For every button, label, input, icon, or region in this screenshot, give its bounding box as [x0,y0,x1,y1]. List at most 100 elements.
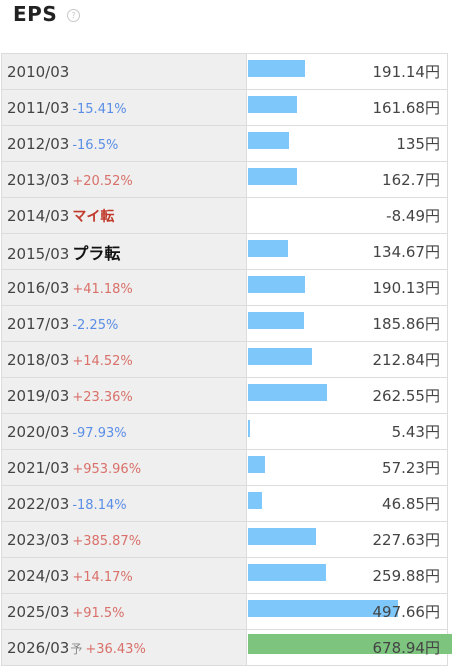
value-cell: 262.55円 [246,377,448,414]
eps-row: 2022/03 -18.14% 46.85円 [1,485,448,522]
eps-value: 227.63円 [372,529,440,550]
eps-number: 212.84 [372,351,425,369]
year-cell: 2019/03 +23.36% [1,377,247,414]
value-cell: 46.85円 [246,485,448,522]
year-cell: 2023/03 +385.87% [1,521,247,558]
year-cell: 2026/03予 +36.43% [1,629,247,666]
currency-unit: 円 [424,423,440,441]
eps-value: 134.67円 [372,241,440,262]
year-cell: 2020/03 -97.93% [1,413,247,450]
eps-row: 2010/03 191.14円 [1,53,448,90]
eps-value: 259.88円 [372,565,440,586]
yoy-change: +14.17% [72,569,133,585]
eps-value: 5.43円 [392,421,440,442]
currency-unit: 円 [424,459,440,477]
value-cell: 185.86円 [246,305,448,342]
eps-row: 2017/03 -2.25% 185.86円 [1,305,448,342]
eps-bar [248,168,297,185]
eps-row: 2021/03 +953.96% 57.23円 [1,449,448,486]
eps-row: 2020/03 -97.93% 5.43円 [1,413,448,450]
eps-row: 2013/03 +20.52% 162.7円 [1,161,448,198]
eps-bar [248,492,262,509]
eps-value: 162.7円 [382,169,440,190]
fiscal-year: 2024/03 [7,566,70,585]
eps-value: 46.85円 [382,493,440,514]
eps-value: 190.13円 [372,277,440,298]
eps-header: EPS ? [0,0,452,52]
eps-row: 2014/03 マイ転 -8.49円 [1,197,448,234]
eps-row: 2016/03 +41.18% 190.13円 [1,269,448,306]
fiscal-year: 2016/03 [7,278,70,297]
forecast-mark: 予 [70,641,83,656]
year-cell: 2014/03 マイ転 [1,197,247,234]
eps-value: 262.55円 [372,385,440,406]
currency-unit: 円 [424,495,440,513]
fiscal-year: 2019/03 [7,386,70,405]
eps-bar [248,384,327,401]
eps-bar [248,528,316,545]
question-circle-icon[interactable]: ? [67,9,80,22]
eps-bar [248,600,398,617]
value-cell: 162.7円 [246,161,448,198]
fiscal-year: 2014/03 [7,206,70,225]
year-cell: 2015/03 プラ転 [1,233,247,270]
year-cell: 2022/03 -18.14% [1,485,247,522]
year-cell: 2021/03 +953.96% [1,449,247,486]
value-cell: 497.66円 [246,593,448,630]
value-cell: 57.23円 [246,449,448,486]
eps-number: 227.63 [372,531,425,549]
eps-value: 497.66円 [372,601,440,622]
yoy-change: +385.87% [72,533,142,549]
value-cell: 191.14円 [246,53,448,90]
currency-unit: 円 [424,63,440,81]
year-cell: 2012/03 -16.5% [1,125,247,162]
eps-number: 191.14 [372,63,425,81]
eps-bar [248,276,305,293]
eps-number: 497.66 [372,603,425,621]
eps-row: 2025/03 +91.5% 497.66円 [1,593,448,630]
yoy-change: +23.36% [72,389,133,405]
eps-row: 2023/03 +385.87% 227.63円 [1,521,448,558]
eps-number: 190.13 [372,279,425,297]
currency-unit: 円 [424,603,440,621]
eps-row: 2015/03 プラ転 134.67円 [1,233,448,270]
eps-value: 57.23円 [382,457,440,478]
year-cell: 2011/03 -15.41% [1,89,247,126]
yoy-change: +20.52% [72,173,133,189]
fiscal-year: 2026/03 [7,638,70,657]
currency-unit: 円 [424,351,440,369]
eps-number: 161.68 [372,99,425,117]
yoy-change: -18.14% [72,497,127,513]
currency-unit: 円 [424,279,440,297]
eps-bar [248,312,304,329]
year-cell: 2013/03 +20.52% [1,161,247,198]
year-cell: 2024/03 +14.17% [1,557,247,594]
fiscal-year: 2023/03 [7,530,70,549]
fiscal-year: 2013/03 [7,170,70,189]
eps-value: 678.94円 [372,637,440,658]
yoy-change: -2.25% [72,317,119,333]
currency-unit: 円 [424,99,440,117]
fiscal-year: 2012/03 [7,134,70,153]
currency-unit: 円 [424,531,440,549]
fiscal-year: 2020/03 [7,422,70,441]
eps-number: 134.67 [372,243,425,261]
eps-table: 2010/03 191.14円 2011/03 -15.41% 161.68円 2012/… [1,53,452,666]
value-cell: 212.84円 [246,341,448,378]
fiscal-year: 2017/03 [7,314,70,333]
currency-unit: 円 [424,567,440,585]
turnaround-label: プラ転 [72,243,121,263]
eps-number: 135 [396,135,425,153]
year-cell: 2010/03 [1,53,247,90]
eps-bar [248,348,312,365]
value-cell: 5.43円 [246,413,448,450]
fiscal-year: 2015/03 [7,244,70,263]
yoy-change: -97.93% [72,425,127,441]
eps-row: 2011/03 -15.41% 161.68円 [1,89,448,126]
currency-unit: 円 [424,207,440,225]
year-cell: 2017/03 -2.25% [1,305,247,342]
year-cell: 2025/03 +91.5% [1,593,247,630]
eps-number: 57.23 [382,459,425,477]
eps-bar [248,564,326,581]
fiscal-year: 2022/03 [7,494,70,513]
